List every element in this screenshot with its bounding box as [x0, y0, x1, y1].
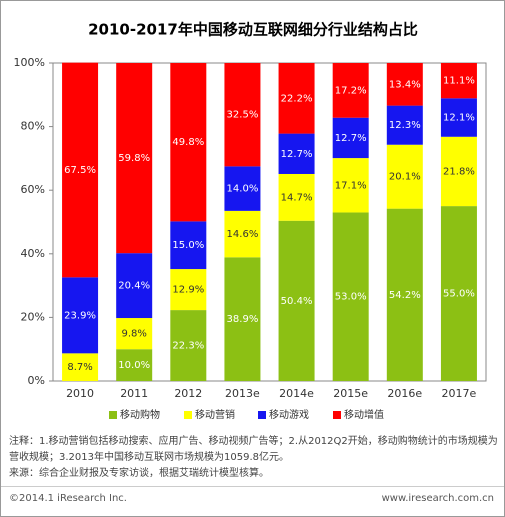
bar-segment: [440, 136, 477, 207]
value-label: 53.0%: [335, 292, 367, 303]
bar-segment: [170, 310, 207, 381]
y-tick-label: 0%: [28, 374, 45, 387]
value-label: 50.4%: [281, 296, 313, 307]
plot-frame: [52, 62, 487, 382]
bar-segment: [224, 257, 261, 381]
value-label: 12.3%: [389, 120, 421, 131]
value-label: 9.8%: [121, 329, 146, 340]
x-tick-label: 2017e: [442, 387, 477, 400]
bar-segment: [278, 133, 315, 174]
value-label: 23.9%: [64, 310, 96, 321]
legend-swatch: [258, 411, 266, 419]
x-tick-label: 2012: [174, 387, 202, 400]
chart-title: 2010-2017年中国移动互联网细分行业结构占比: [88, 21, 418, 39]
bar-segment: [440, 206, 477, 381]
value-label: 55.0%: [443, 289, 475, 300]
value-label: 12.9%: [172, 285, 204, 296]
bar-segment: [332, 117, 369, 159]
y-tick-label: 100%: [14, 56, 45, 69]
copyright: ©2014.1 iResearch Inc.: [9, 493, 127, 504]
value-label: 14.7%: [281, 192, 313, 203]
url: www.iresearch.com.cn: [381, 493, 494, 504]
value-label: 13.4%: [389, 79, 421, 90]
value-label: 22.2%: [281, 93, 313, 104]
bar-segment: [170, 269, 207, 311]
value-label: 17.1%: [335, 180, 367, 191]
bar-segment: [116, 349, 153, 381]
bar-segment: [116, 63, 153, 254]
legend-label: 移动营销: [195, 408, 235, 421]
legend-swatch: [184, 411, 192, 419]
bar-segment: [386, 144, 423, 209]
bar-segment: [278, 220, 315, 381]
value-label: 8.7%: [67, 362, 92, 373]
bar-segment: [278, 173, 315, 221]
bar-segment: [170, 63, 207, 222]
value-label: 15.0%: [172, 240, 204, 251]
x-tick-label: 2016e: [387, 387, 422, 400]
value-label: 59.8%: [118, 153, 150, 164]
bar-segment: [278, 63, 315, 134]
y-tick-label: 80%: [21, 120, 45, 133]
x-tick-label: 2013e: [225, 387, 260, 400]
value-label: 12.1%: [443, 113, 475, 124]
bar-segment: [224, 210, 261, 258]
bar-segment: [440, 98, 477, 137]
value-label: 49.8%: [172, 137, 204, 148]
value-label: 54.2%: [389, 290, 421, 301]
y-tick-label: 20%: [21, 310, 45, 323]
x-tick-label: 2011: [120, 387, 148, 400]
value-label: 14.6%: [227, 229, 259, 240]
value-label: 67.5%: [64, 165, 96, 176]
bar-segment: [386, 63, 423, 106]
legend-swatch: [333, 411, 341, 419]
bar-segment: [224, 166, 261, 211]
source: 来源：综合企业财报及专家访谈，根据艾瑞统计模型核算。: [9, 468, 269, 479]
note: 注释：1.移动营销包括移动搜索、应用广告、移动视频广告等；2.从2012Q2开始…: [9, 436, 498, 463]
legend-swatch: [109, 411, 117, 419]
value-label: 10.0%: [118, 360, 150, 371]
bar-segment: [332, 212, 369, 381]
bar-segment: [332, 158, 369, 213]
bar-segment: [170, 221, 207, 270]
value-label: 12.7%: [335, 133, 367, 144]
chart: 2010-2017年中国移动互联网细分行业结构占比 0% 20% 40% 60% 80%…: [14, 21, 487, 421]
y-tick-label: 40%: [21, 247, 45, 260]
value-label: 11.1%: [443, 76, 475, 87]
value-label: 20.1%: [389, 172, 421, 183]
legend-label: 移动游戏: [269, 408, 309, 421]
legend-label: 移动购物: [120, 408, 160, 421]
x-tick-label: 2015e: [333, 387, 368, 400]
bar-segment: [116, 318, 153, 350]
separator: [1, 486, 504, 487]
bar-segment: [116, 253, 153, 319]
bar-segment: [332, 63, 369, 118]
value-label: 12.7%: [281, 149, 313, 160]
bar-segment: [224, 63, 261, 167]
value-label: 22.3%: [172, 341, 204, 352]
value-label: 38.9%: [227, 314, 259, 325]
bar-segment: [386, 105, 423, 145]
bar-segment: [62, 277, 99, 354]
bar-segment: [440, 63, 477, 99]
bar-segment: [386, 208, 423, 381]
value-label: 20.4%: [118, 281, 150, 292]
value-label: 32.5%: [227, 110, 259, 121]
x-tick-label: 2014e: [279, 387, 314, 400]
value-label: 17.2%: [335, 85, 367, 96]
value-label: 14.0%: [227, 184, 259, 195]
x-tick-label: 2010: [66, 387, 94, 400]
value-label: 21.8%: [443, 166, 475, 177]
bar-segment: [62, 62, 99, 278]
bar-segment: [62, 353, 99, 381]
legend-label: 移动增值: [344, 408, 384, 421]
y-tick-label: 60%: [21, 183, 45, 196]
